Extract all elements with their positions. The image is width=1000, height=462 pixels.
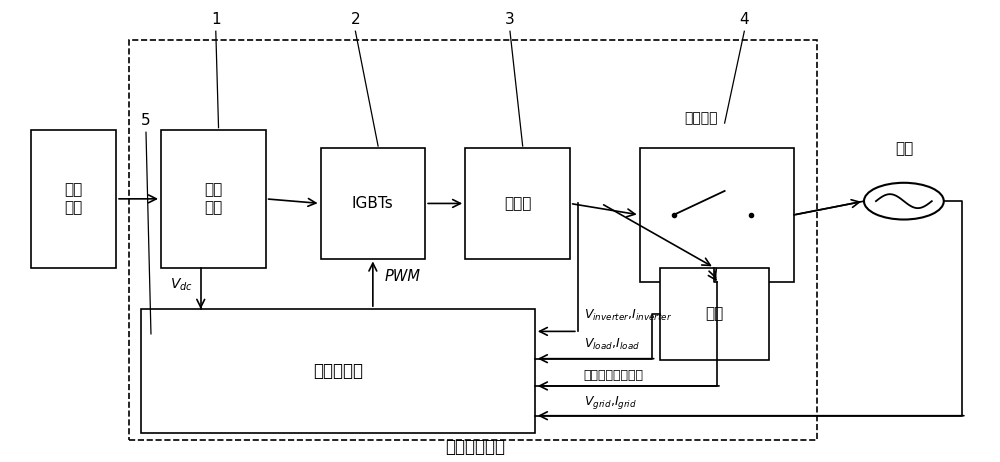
Text: 电网: 电网 bbox=[895, 141, 913, 156]
Bar bbox=[660, 268, 769, 359]
Bar bbox=[161, 130, 266, 268]
Text: 2: 2 bbox=[351, 12, 360, 27]
Text: 光伏逆变系统: 光伏逆变系统 bbox=[445, 438, 505, 456]
Bar bbox=[129, 40, 817, 440]
Text: 5: 5 bbox=[141, 113, 151, 128]
Text: 控制器系统: 控制器系统 bbox=[313, 362, 363, 380]
Text: $V_{inverter}$,$I_{inverter}$: $V_{inverter}$,$I_{inverter}$ bbox=[584, 308, 672, 323]
Text: 3: 3 bbox=[505, 12, 515, 27]
Text: 并网开关: 并网开关 bbox=[685, 111, 718, 126]
Text: $V_{dc}$: $V_{dc}$ bbox=[170, 277, 193, 293]
Text: PWM: PWM bbox=[385, 269, 421, 285]
Text: 滤波器: 滤波器 bbox=[504, 196, 531, 211]
Text: $V_{load}$,$I_{load}$: $V_{load}$,$I_{load}$ bbox=[584, 337, 640, 353]
Text: 1: 1 bbox=[211, 12, 221, 27]
Text: $V_{grid}$,$I_{grid}$: $V_{grid}$,$I_{grid}$ bbox=[584, 395, 637, 411]
Text: 直流
环节: 直流 环节 bbox=[204, 182, 222, 215]
Text: 负荷: 负荷 bbox=[705, 306, 724, 321]
Bar bbox=[31, 130, 116, 268]
Bar bbox=[640, 148, 794, 281]
Bar bbox=[141, 309, 535, 433]
Bar bbox=[465, 148, 570, 259]
Text: 并网开关控制信号: 并网开关控制信号 bbox=[584, 369, 644, 383]
Bar bbox=[320, 148, 425, 259]
Text: IGBTs: IGBTs bbox=[352, 196, 394, 211]
Text: 光伏
阵列: 光伏 阵列 bbox=[65, 182, 83, 215]
Text: 4: 4 bbox=[740, 12, 749, 27]
